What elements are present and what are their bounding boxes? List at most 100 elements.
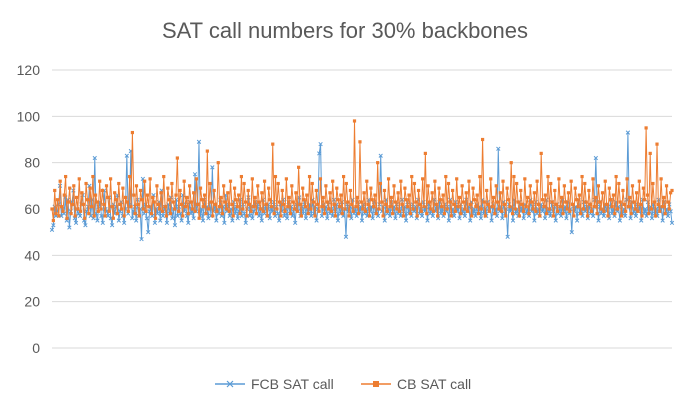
data-point — [171, 200, 175, 204]
data-point — [268, 198, 272, 202]
data-point — [172, 223, 178, 228]
data-point — [459, 212, 463, 216]
data-point — [462, 213, 468, 219]
data-point — [545, 212, 549, 216]
data-point — [68, 186, 72, 190]
data-point — [412, 181, 417, 186]
data-point — [421, 177, 425, 181]
data-point — [446, 181, 451, 186]
data-point — [143, 179, 147, 183]
series-fcb-sat-call — [49, 130, 675, 242]
data-point — [134, 184, 139, 188]
data-point — [129, 205, 133, 209]
data-point — [406, 205, 410, 209]
data-point — [603, 179, 607, 183]
data-point — [418, 202, 422, 206]
data-point — [106, 195, 110, 200]
data-point — [532, 191, 536, 195]
data-point — [502, 202, 506, 206]
data-point — [328, 191, 332, 195]
data-point — [74, 195, 79, 200]
data-point — [51, 218, 55, 223]
y-tick-label: 80 — [24, 155, 40, 171]
data-point — [264, 202, 268, 206]
data-point — [65, 216, 69, 220]
data-point — [261, 209, 265, 213]
data-point — [238, 212, 242, 216]
data-point — [305, 193, 309, 197]
data-point — [100, 188, 105, 193]
data-point — [565, 207, 569, 211]
data-point — [628, 195, 632, 200]
data-point — [480, 137, 485, 142]
data-point — [422, 205, 426, 209]
data-point — [267, 186, 271, 190]
data-point — [335, 218, 341, 223]
data-point — [655, 142, 659, 146]
data-point — [292, 207, 297, 211]
data-point — [540, 198, 545, 202]
data-point — [367, 214, 372, 218]
data-point — [370, 198, 374, 202]
data-point — [602, 209, 606, 213]
data-point — [337, 205, 342, 209]
data-point — [649, 207, 654, 211]
data-point — [113, 191, 117, 195]
data-point — [669, 191, 673, 195]
data-point — [317, 151, 322, 156]
data-point — [219, 195, 223, 200]
data-point — [95, 218, 100, 223]
data-point — [100, 220, 105, 226]
data-point — [331, 179, 335, 183]
data-point — [194, 177, 199, 181]
data-point — [104, 184, 109, 188]
data-point — [159, 191, 163, 195]
data-point — [595, 212, 599, 216]
data-point — [382, 188, 387, 193]
data-point — [633, 213, 639, 219]
data-point — [350, 202, 354, 206]
data-point — [163, 205, 167, 209]
legend: FCB SAT call CB SAT call — [215, 376, 471, 392]
data-point — [170, 181, 174, 186]
data-point — [155, 184, 159, 188]
data-point — [377, 207, 381, 211]
data-point — [551, 214, 556, 218]
data-point — [203, 193, 207, 197]
data-point — [132, 193, 136, 197]
data-point — [153, 216, 158, 220]
data-point — [397, 209, 402, 213]
data-point — [614, 174, 618, 179]
data-point — [634, 191, 639, 195]
data-point — [322, 212, 327, 216]
data-point — [303, 205, 308, 209]
data-point — [473, 213, 478, 219]
data-point — [570, 202, 575, 206]
data-point — [321, 195, 325, 200]
data-point — [220, 212, 224, 216]
data-point — [192, 172, 198, 177]
data-point — [62, 193, 66, 197]
data-point — [500, 209, 504, 213]
data-point — [160, 213, 166, 219]
legend-marker — [373, 381, 379, 387]
data-point — [539, 151, 543, 155]
data-point — [271, 142, 275, 146]
data-point — [403, 218, 409, 223]
data-point — [249, 209, 253, 213]
data-point — [451, 188, 455, 193]
data-point — [592, 205, 596, 209]
data-point — [290, 184, 294, 188]
data-point — [107, 209, 111, 213]
data-point — [659, 177, 663, 181]
data-point — [475, 193, 479, 197]
data-point — [467, 179, 471, 183]
data-point — [515, 181, 519, 186]
data-point — [168, 212, 173, 216]
data-point — [231, 214, 235, 218]
data-point — [80, 191, 84, 195]
data-point — [66, 200, 70, 204]
data-point — [181, 214, 185, 218]
data-point — [213, 202, 218, 206]
data-point — [669, 220, 675, 226]
